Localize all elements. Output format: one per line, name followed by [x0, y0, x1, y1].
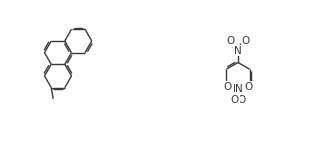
Text: N: N	[235, 84, 243, 94]
Text: O: O	[241, 36, 250, 46]
Text: O: O	[231, 95, 239, 105]
Text: N: N	[234, 45, 242, 56]
Text: O: O	[237, 95, 245, 105]
Text: O: O	[245, 82, 253, 92]
Text: O: O	[223, 82, 232, 92]
Text: N: N	[233, 84, 240, 94]
Text: O: O	[227, 36, 235, 46]
